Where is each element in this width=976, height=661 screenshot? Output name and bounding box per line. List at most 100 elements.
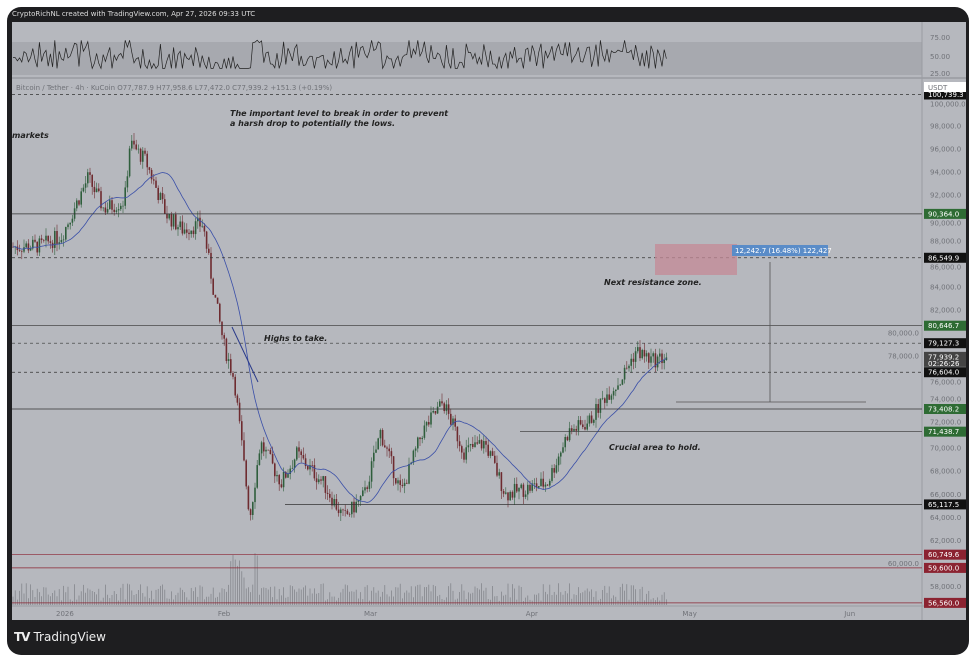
candle-body (555, 465, 558, 473)
candle-body (133, 140, 135, 145)
candle-body (58, 242, 60, 244)
candle-body (40, 238, 43, 241)
candle-body (397, 480, 399, 484)
price-label-badge (924, 351, 966, 367)
candle-body (95, 188, 98, 193)
trend-line (231, 326, 259, 383)
price-tick-label: 94,000.0 (930, 169, 961, 177)
price-tick-label: 74,000.0 (930, 396, 961, 404)
candle-body (520, 484, 522, 488)
candle-body (177, 227, 179, 230)
candle-body (212, 278, 214, 295)
candle-body (595, 403, 597, 420)
candle-body (170, 213, 173, 227)
candle-body (128, 148, 131, 177)
rsi-tick-label: 50.00 (930, 53, 950, 61)
candle-body (445, 404, 448, 412)
candle-body (89, 172, 91, 175)
candle-body (469, 444, 472, 446)
price-label-badge (924, 338, 966, 349)
candle-body (377, 438, 379, 450)
chart-area[interactable] (12, 22, 966, 620)
candle-body (194, 221, 197, 235)
candle-body (276, 475, 278, 477)
candle-body (322, 476, 324, 481)
candle-body (175, 214, 177, 230)
candle-body (428, 422, 430, 425)
candle-body (571, 428, 573, 431)
candle-body (656, 356, 659, 368)
candle-body (392, 456, 395, 479)
price-label-badge (924, 426, 966, 437)
candle-body (502, 491, 505, 494)
candle-body (639, 347, 641, 359)
price-tick-label: 92,000.0 (930, 192, 961, 200)
candle-body (144, 150, 146, 154)
candle-body (472, 444, 474, 448)
candle-body (542, 478, 544, 487)
candle-body (282, 471, 285, 488)
candle-body (379, 430, 382, 439)
candle-body (487, 444, 489, 456)
chart-caption: CryptoRichNL created with TradingView.co… (12, 10, 256, 18)
candle-body (91, 174, 93, 187)
candle-body (29, 248, 32, 251)
candle-body (425, 422, 428, 426)
candle-body (298, 447, 300, 452)
time-tick-label: Feb (218, 610, 231, 618)
measure-label: 12,242.7 (16.48%) 122,427 (735, 247, 832, 255)
candle-body (16, 246, 19, 251)
candle-body (661, 353, 663, 364)
candle-body (478, 440, 481, 444)
candle-body (586, 423, 588, 430)
candle-body (535, 483, 538, 488)
candle-body (505, 492, 507, 494)
candle-body (161, 193, 164, 200)
candle-body (280, 484, 283, 488)
price-tick-label: 66,000.0 (930, 491, 961, 499)
candle-body (245, 460, 247, 487)
candle-body (513, 483, 516, 498)
price-label: 59,600.0 (928, 564, 959, 572)
candle-body (309, 465, 311, 470)
candle-body (23, 247, 25, 252)
price-label: 80,646.7 (928, 322, 959, 330)
price-label-badge (924, 597, 966, 608)
price-label: 86,549.9 (928, 254, 959, 262)
candle-body (159, 193, 162, 201)
price-label: 79,127.3 (928, 340, 959, 348)
candle-body (315, 478, 318, 483)
currency-badge (924, 82, 966, 92)
candle-body (496, 462, 498, 476)
candle-body (54, 231, 56, 248)
candle-body (214, 294, 217, 298)
price-label-badge (924, 89, 966, 100)
candle-body (73, 208, 76, 219)
candle-body (190, 230, 192, 235)
candle-body (507, 492, 509, 501)
candle-body (43, 240, 45, 241)
candle-body (210, 252, 212, 279)
candle-body (115, 210, 118, 212)
currency-label: USDT (928, 84, 948, 92)
candle-body (593, 419, 595, 423)
candle-body (153, 179, 155, 181)
price-tick-label: 88,000.0 (930, 238, 961, 246)
candle-body (219, 303, 221, 322)
price-label-badge (924, 562, 966, 573)
candle-body (113, 209, 115, 212)
candle-body (509, 491, 511, 501)
candle-body (423, 425, 426, 438)
candle-body (260, 442, 263, 454)
candle-body (241, 421, 243, 441)
candle-body (148, 167, 151, 170)
price-tick-label: 78,000.0 (888, 353, 919, 361)
candle-body (265, 449, 267, 452)
candle-body (71, 218, 74, 223)
candle-body (403, 482, 406, 486)
candle-body (302, 454, 305, 459)
candle-body (342, 509, 344, 511)
candle-body (247, 486, 250, 510)
candle-body (617, 385, 619, 390)
